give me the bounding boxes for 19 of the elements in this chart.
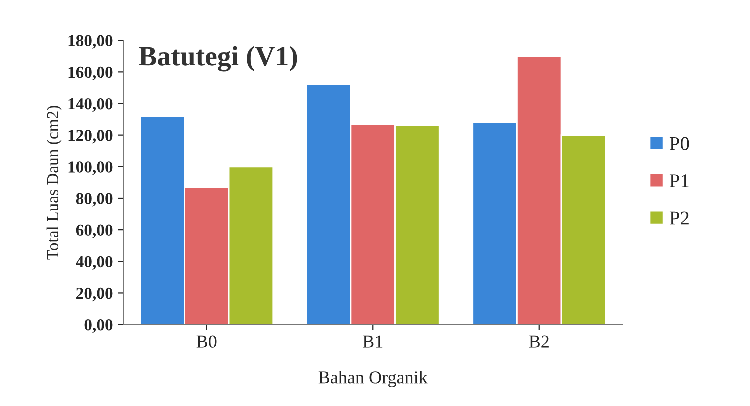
y-tick-label: 180,00 — [68, 35, 113, 49]
y-tick-label: 60,00 — [76, 224, 113, 238]
x-axis-title: Bahan Organik — [318, 371, 428, 388]
y-tick-label: 0,00 — [84, 320, 113, 334]
y-tick-label: 120,00 — [68, 130, 113, 144]
x-tick-label: B2 — [529, 336, 549, 348]
legend-label: P2 — [670, 212, 689, 225]
y-tick-label: 20,00 — [76, 288, 113, 302]
chart-title: Batutegi (V1) — [139, 46, 298, 72]
y-tick-label: 80,00 — [76, 193, 113, 207]
x-tick-label: B1 — [363, 336, 383, 348]
x-tick-label: B0 — [196, 336, 217, 348]
y-tick-label: 140,00 — [68, 98, 113, 112]
legend-label: P1 — [670, 174, 689, 188]
legend-label: P0 — [670, 137, 690, 150]
y-axis-title: Total Luas Daun (cm2) — [46, 106, 62, 260]
y-tick-label: 100,00 — [68, 162, 113, 176]
y-tick-label: 40,00 — [76, 256, 113, 270]
y-tick-label: 160,00 — [68, 66, 113, 81]
